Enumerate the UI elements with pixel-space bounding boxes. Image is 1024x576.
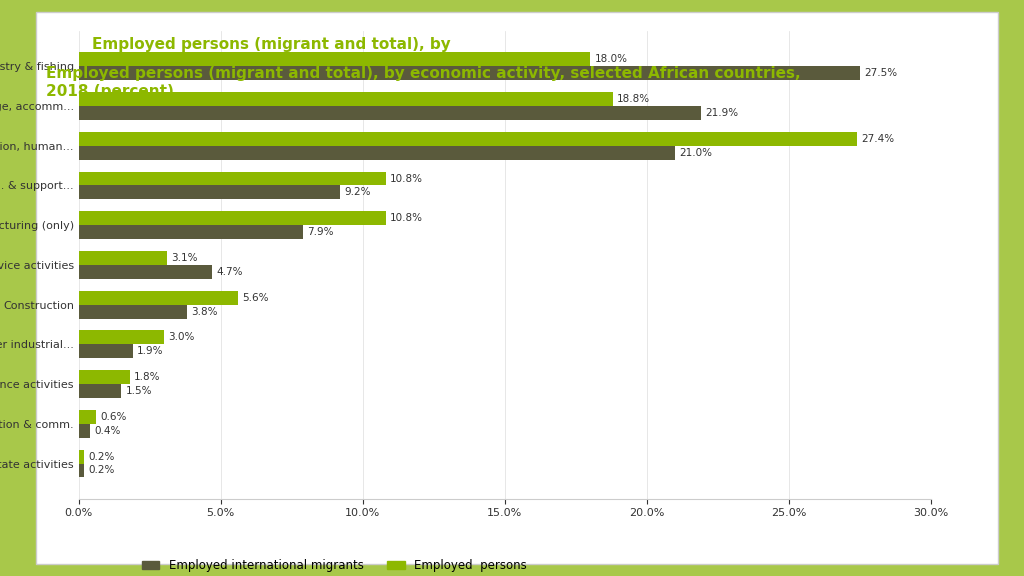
Bar — [79, 331, 164, 344]
Bar — [79, 132, 857, 146]
Bar — [79, 291, 238, 305]
Text: 1.9%: 1.9% — [137, 346, 164, 357]
Text: 3.8%: 3.8% — [190, 306, 217, 317]
Bar — [79, 305, 186, 319]
Bar — [79, 106, 700, 120]
Bar — [79, 450, 84, 464]
Text: Employed persons (migrant and total), by: Employed persons (migrant and total), by — [92, 37, 456, 52]
Bar — [79, 265, 212, 279]
Text: 0.2%: 0.2% — [89, 452, 115, 461]
Text: 21.9%: 21.9% — [706, 108, 738, 118]
Bar — [79, 52, 590, 66]
Text: 0.4%: 0.4% — [94, 426, 121, 435]
Bar — [79, 225, 303, 239]
Text: Employed persons (migrant and total), by economic activity, selected African cou: Employed persons (migrant and total), by… — [46, 66, 801, 98]
Bar — [79, 370, 130, 384]
Bar — [79, 410, 96, 424]
Bar — [79, 424, 90, 438]
Bar — [79, 344, 133, 358]
Bar — [79, 146, 676, 160]
Text: 18.0%: 18.0% — [594, 54, 628, 65]
Legend: Employed international migrants, Employed  persons: Employed international migrants, Employe… — [137, 555, 531, 576]
Text: 1.8%: 1.8% — [134, 372, 161, 382]
Text: 10.8%: 10.8% — [390, 213, 423, 223]
Text: 18.8%: 18.8% — [617, 94, 650, 104]
Bar — [79, 172, 386, 185]
Bar — [79, 464, 84, 478]
Bar — [79, 384, 122, 398]
Text: 27.4%: 27.4% — [861, 134, 895, 144]
Text: 1.5%: 1.5% — [126, 386, 153, 396]
Bar — [79, 92, 612, 106]
Text: 3.1%: 3.1% — [171, 253, 198, 263]
Text: 7.9%: 7.9% — [307, 227, 334, 237]
Text: 10.8%: 10.8% — [390, 173, 423, 184]
Text: 5.6%: 5.6% — [242, 293, 268, 302]
Bar — [79, 185, 340, 199]
Text: 3.0%: 3.0% — [168, 332, 195, 342]
Text: 27.5%: 27.5% — [864, 69, 897, 78]
Text: 0.6%: 0.6% — [100, 412, 126, 422]
Text: 21.0%: 21.0% — [680, 147, 713, 158]
Bar — [79, 251, 167, 265]
Text: 9.2%: 9.2% — [344, 187, 371, 198]
Text: 0.2%: 0.2% — [89, 465, 115, 475]
Bar — [79, 66, 860, 80]
Bar — [79, 211, 386, 225]
Text: 4.7%: 4.7% — [216, 267, 243, 277]
